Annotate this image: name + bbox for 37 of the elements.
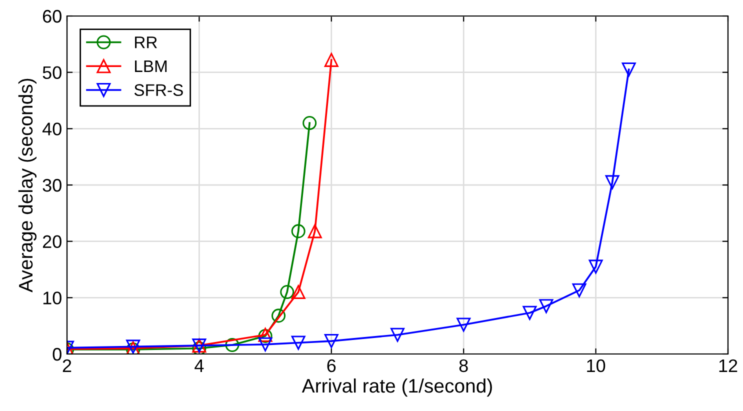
point: [258, 337, 272, 352]
point: [522, 306, 537, 320]
x-tick-label: 6: [327, 359, 336, 372]
point: [291, 285, 306, 300]
point: [572, 283, 586, 298]
point: [280, 285, 294, 300]
x-tick-label: 10: [587, 359, 606, 372]
point: [539, 299, 554, 314]
x-tick-label: 2: [62, 359, 72, 372]
x-axis-title: Arrival rate (1/second): [302, 378, 492, 397]
y-tick-label: 20: [42, 235, 62, 248]
y-tick-label: 10: [43, 292, 62, 304]
legend-label: LBM: [135, 60, 167, 72]
point: [291, 224, 306, 238]
point: [588, 260, 603, 274]
point: [225, 338, 240, 352]
point: [390, 328, 405, 342]
y-axis-title: Average delay (seconds): [18, 78, 36, 292]
point: [456, 318, 471, 332]
y-tick-label: 30: [42, 178, 62, 192]
point: [272, 308, 286, 323]
legend-label: RR: [135, 36, 157, 48]
x-tick-label: 12: [719, 359, 738, 372]
y-tick-label: 0: [52, 348, 62, 361]
legend-label: SFR-S: [134, 84, 183, 96]
x-tick-label: 4: [194, 360, 204, 372]
point: [308, 224, 322, 238]
x-tick-label: 8: [459, 359, 468, 372]
point: [302, 116, 317, 130]
y-tick-label: 60: [42, 10, 62, 23]
point: [324, 52, 338, 67]
y-tick-label: 50: [42, 66, 62, 80]
y-tick-label: 40: [42, 122, 62, 136]
point: [324, 334, 338, 348]
point: [291, 336, 306, 350]
point: [622, 62, 636, 77]
point: [605, 175, 620, 190]
